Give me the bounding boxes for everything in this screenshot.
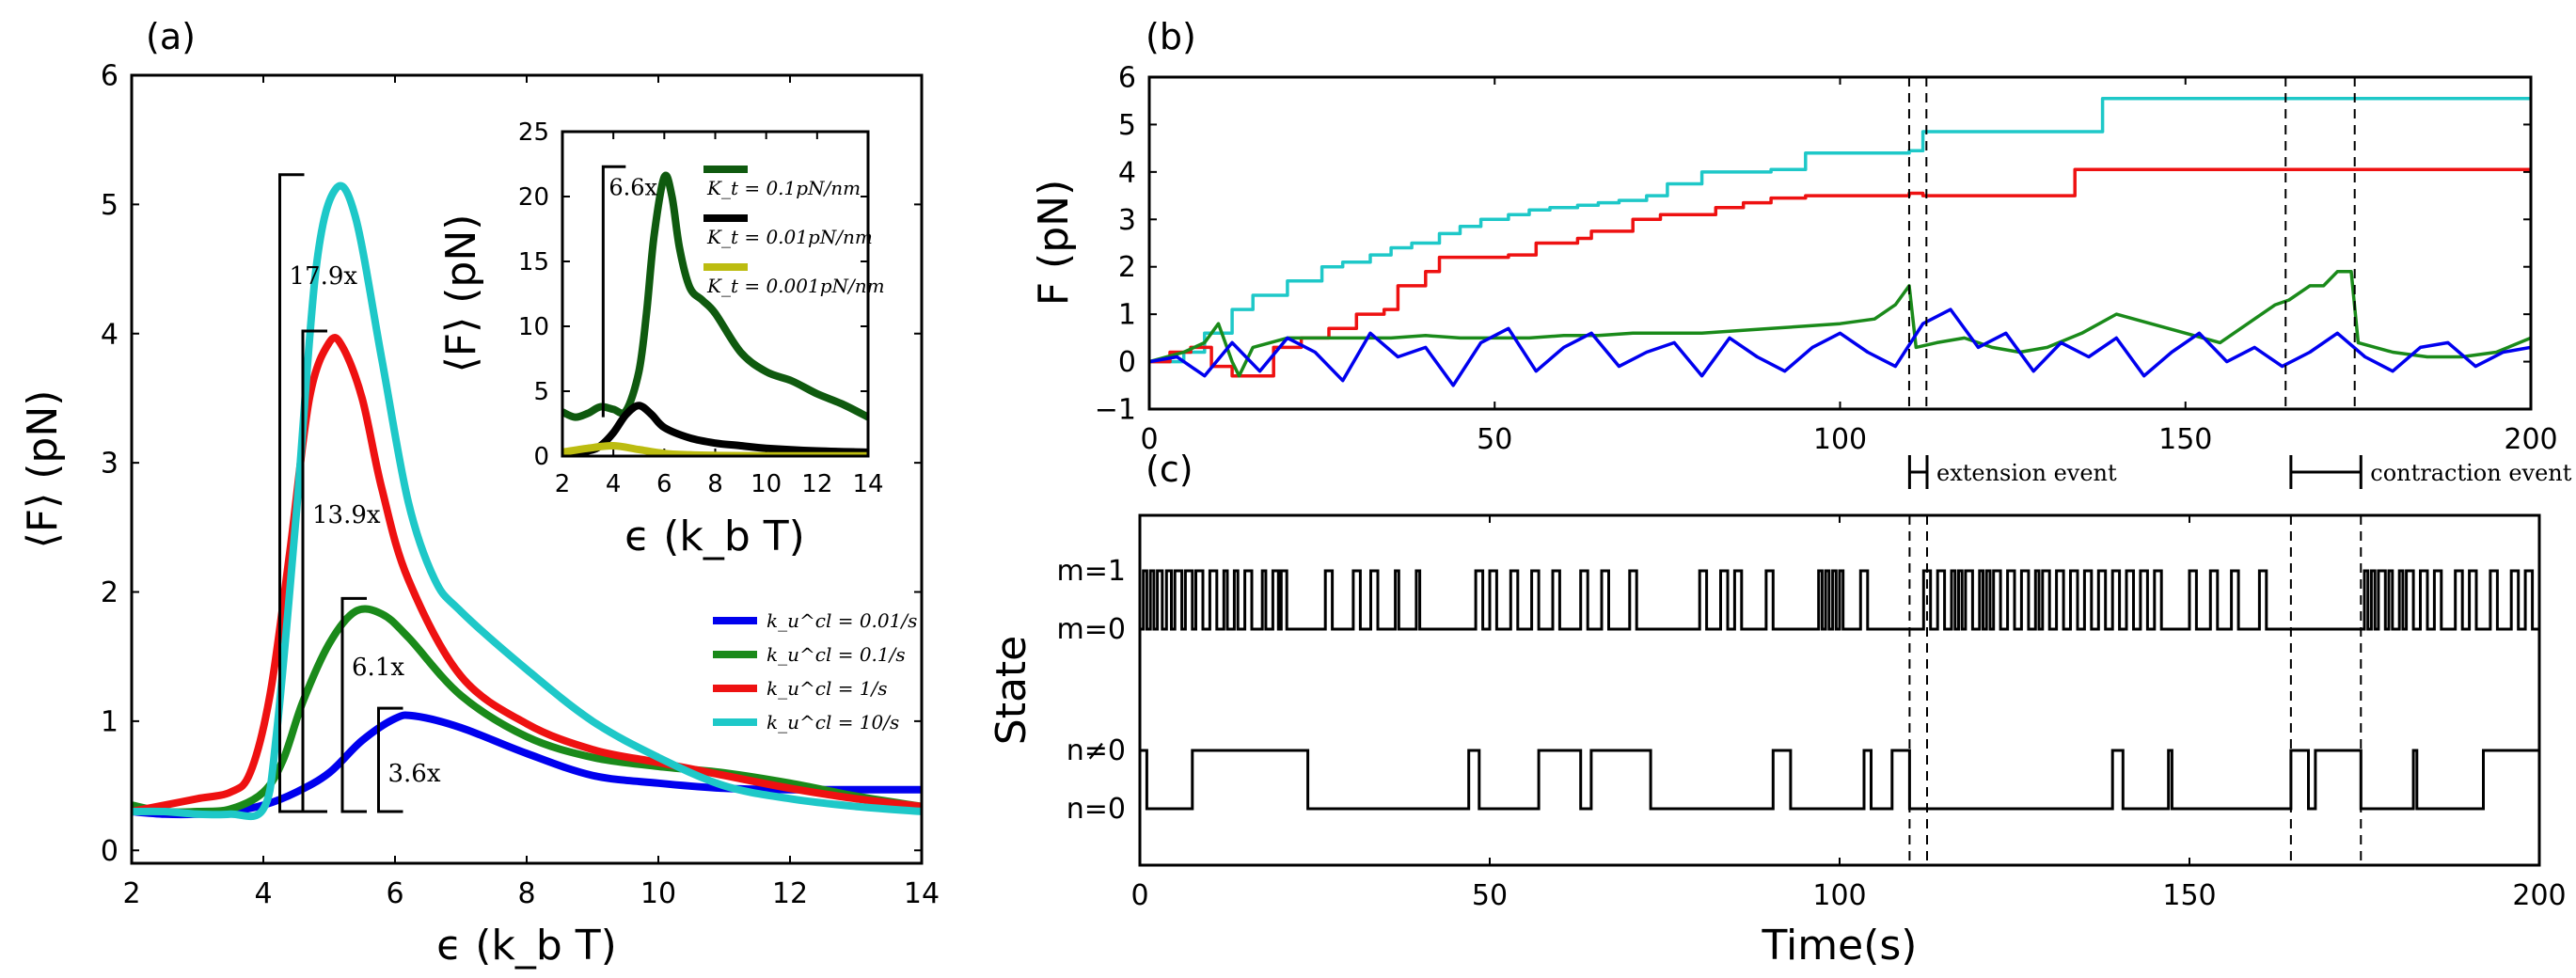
- x-tick-label: 4: [254, 877, 272, 910]
- y-tick-label: 1: [1118, 299, 1136, 332]
- panel-a-xlabel: ϵ (k_b T): [436, 922, 617, 970]
- x-tick-label: 8: [517, 877, 535, 910]
- y-tick-label: 3: [101, 448, 119, 481]
- x-tick-label: 150: [2162, 879, 2216, 912]
- state-label-n0: n=0: [1067, 793, 1126, 826]
- y-tick-label: 6: [1118, 62, 1136, 95]
- series-line-2: [132, 334, 922, 815]
- y-tick-label: 0: [101, 835, 119, 868]
- event-label-1: contraction event: [2370, 460, 2571, 486]
- state-label-m1: m=1: [1057, 555, 1126, 588]
- legend-label-1: k_u^cl = 0.1/s: [766, 643, 906, 666]
- y-tick-label: 2: [1118, 251, 1136, 284]
- x-tick-label: 14: [904, 877, 940, 910]
- inset-xlabel: ϵ (k_b T): [624, 513, 805, 560]
- x-tick-label: 50: [1477, 423, 1512, 456]
- panel-a-ylabel: ⟨F⟩ (pN): [19, 390, 67, 549]
- y-tick-label: 10: [518, 313, 549, 341]
- x-tick-label: 2: [555, 470, 571, 498]
- panel-b-label: (b): [1146, 16, 1196, 57]
- y-tick-label: 5: [1118, 109, 1136, 142]
- legend-label-0: k_u^cl = 0.01/s: [766, 609, 917, 632]
- inset-legend-label-0: K_t = 0.1pN/nm: [706, 177, 861, 199]
- inset-bracket-label: 6.6x: [608, 174, 657, 200]
- y-tick-label: 1: [101, 705, 119, 738]
- y-tick-label: 6: [101, 60, 119, 93]
- x-tick-label: 150: [2158, 423, 2212, 456]
- x-tick-label: 200: [2504, 423, 2557, 456]
- series-line-3: [132, 181, 922, 821]
- state-label-m0: m=0: [1057, 613, 1126, 646]
- y-tick-label: 3: [1118, 204, 1136, 237]
- y-tick-label: 5: [101, 189, 119, 222]
- x-tick-label: 200: [2512, 879, 2566, 912]
- y-tick-label: 5: [533, 378, 549, 406]
- x-tick-label: 4: [606, 470, 622, 498]
- bracket-3: [377, 706, 403, 813]
- y-tick-label: 0: [1118, 346, 1136, 379]
- bracket-1: [301, 329, 327, 813]
- inset-frame: [561, 130, 870, 458]
- y-tick-label: 15: [518, 248, 549, 276]
- panel-c-ylabel: State: [988, 636, 1035, 745]
- m-state-trace: [1140, 569, 2539, 631]
- y-tick-label: 4: [101, 318, 119, 351]
- inset-legend-label-2: K_t = 0.001pN/nm: [706, 275, 885, 297]
- panel-c: (c) extension event contraction event 0 50…: [988, 449, 2572, 970]
- y-tick-label: −1: [1095, 394, 1136, 427]
- series-line-blue: [1149, 308, 2531, 387]
- x-tick-label: 8: [707, 470, 723, 498]
- bracket-label-1: 13.9x: [312, 501, 381, 529]
- bracket-label-0: 17.9x: [290, 262, 358, 291]
- legend-label-3: k_u^cl = 10/s: [766, 711, 899, 734]
- x-tick-label: 100: [1813, 423, 1867, 456]
- x-tick-label: 0: [1140, 423, 1158, 456]
- legend-label-2: k_u^cl = 1/s: [766, 677, 888, 700]
- bracket-0: [278, 173, 305, 813]
- series-line-cyan: [1149, 96, 2531, 364]
- inset-ylabel: ⟨F⟩ (pN): [437, 214, 485, 373]
- x-tick-label: 2: [122, 877, 140, 910]
- y-tick-label: 0: [533, 443, 549, 471]
- panel-a-inset: 2 4 6 8 10 12 14 0 5 10 15 20 25 6.6x ϵ (k_b T) ⟨F⟩ …: [437, 118, 885, 560]
- inset-legend: K_t = 0.1pN/nm K_t = 0.01pN/nm K_t = 0.0…: [703, 166, 885, 297]
- x-tick-label: 6: [386, 877, 403, 910]
- n-state-trace: [1140, 749, 2539, 811]
- panel-c-frame: [1138, 513, 2541, 867]
- panel-b-ylabel: F (pN): [1030, 180, 1078, 306]
- state-label-n1: n≠0: [1067, 734, 1126, 767]
- inset-bracket: [601, 165, 626, 418]
- y-tick-label: 4: [1118, 156, 1136, 189]
- y-tick-label: 2: [101, 576, 119, 609]
- x-tick-label: 12: [801, 470, 832, 498]
- bracket-label-2: 6.1x: [352, 654, 404, 682]
- x-tick-label: 50: [1472, 879, 1508, 912]
- x-tick-label: 6: [656, 470, 672, 498]
- panel-b-frame: [1147, 75, 2533, 411]
- x-tick-label: 10: [640, 877, 676, 910]
- panel-c-xlabel: Time(s): [1762, 922, 1918, 970]
- bracket-label-3: 3.6x: [388, 760, 441, 788]
- panel-a-label: (a): [146, 16, 196, 57]
- event-label-0: extension event: [1936, 460, 2117, 486]
- inset-series-line-0: [562, 171, 868, 421]
- y-tick-label: 20: [518, 183, 549, 212]
- inset-legend-label-1: K_t = 0.01pN/nm: [706, 226, 873, 248]
- x-tick-label: 10: [751, 470, 782, 498]
- x-tick-label: 14: [852, 470, 883, 498]
- x-tick-label: 100: [1812, 879, 1866, 912]
- series-line-green: [1149, 270, 2531, 378]
- y-tick-label: 25: [518, 118, 549, 147]
- panel-c-label: (c): [1146, 449, 1193, 490]
- panel-a-legend: k_u^cl = 0.01/s k_u^cl = 0.1/s k_u^cl = …: [713, 609, 917, 734]
- x-tick-label: 0: [1130, 879, 1148, 912]
- x-tick-label: 12: [772, 877, 808, 910]
- panel-a-frame: [130, 73, 924, 865]
- bracket-2: [340, 596, 367, 813]
- series-line-red: [1149, 167, 2531, 378]
